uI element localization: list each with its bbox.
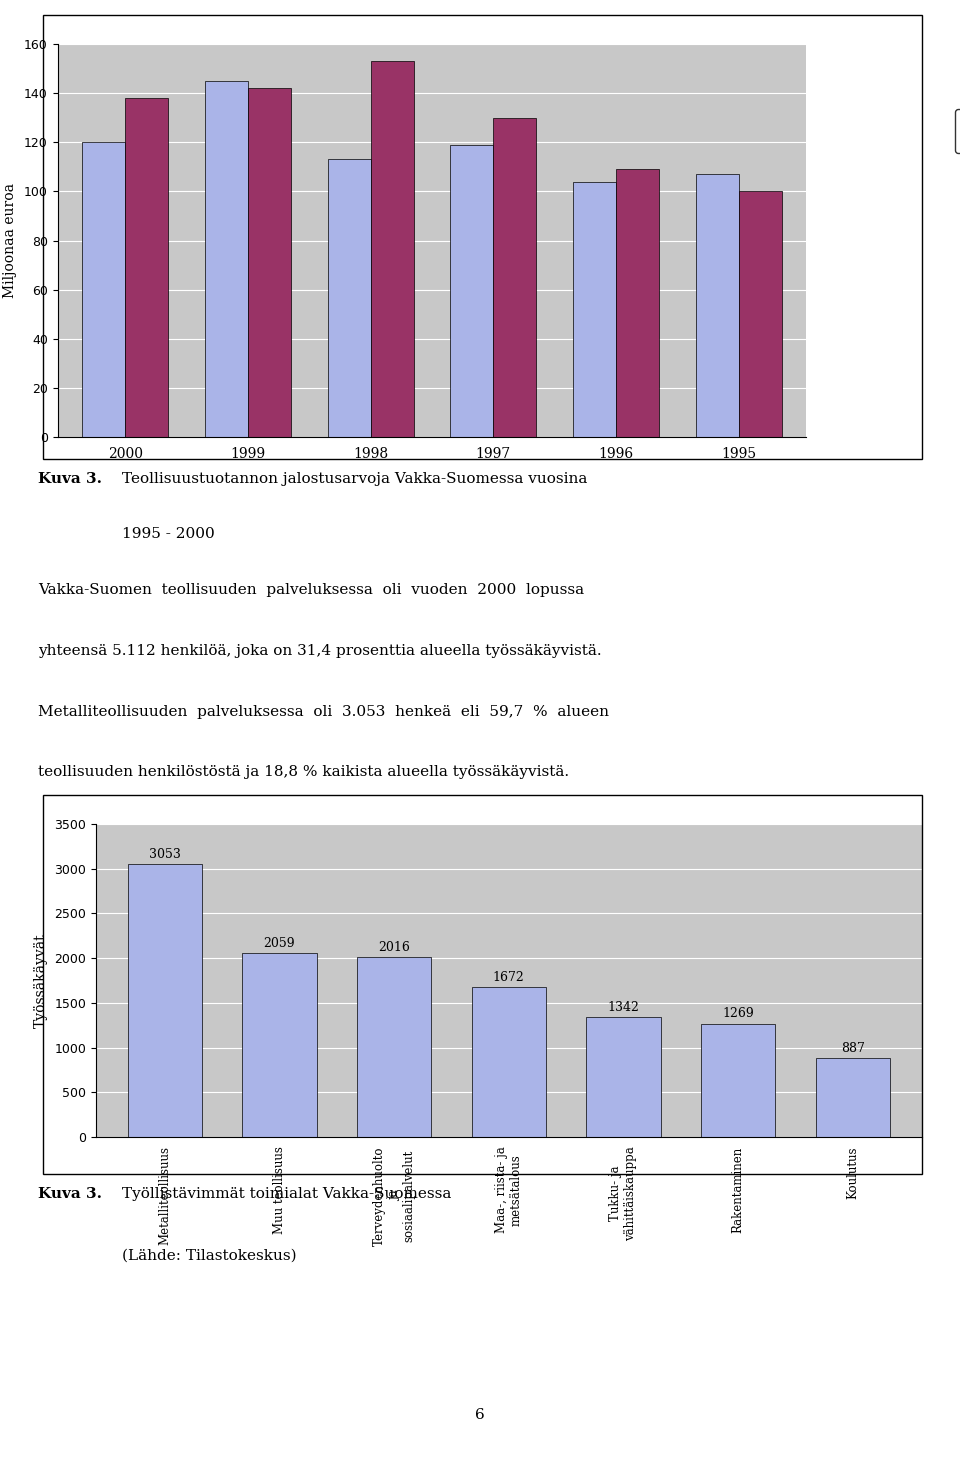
Text: (Lähde: Tilastokeskus): (Lähde: Tilastokeskus): [122, 1250, 297, 1263]
Text: 6: 6: [475, 1407, 485, 1422]
Legend: Muu teollisuus, Metalliteollisuu: Muu teollisuus, Metalliteollisuu: [955, 109, 960, 153]
Text: 1342: 1342: [608, 1000, 639, 1013]
Text: 3053: 3053: [149, 847, 180, 860]
Bar: [204, 80, 248, 437]
Bar: [739, 191, 781, 437]
Bar: [816, 1059, 890, 1137]
Text: Kuva 3.: Kuva 3.: [38, 1187, 103, 1201]
Bar: [125, 98, 168, 437]
Bar: [242, 954, 317, 1137]
Bar: [128, 863, 202, 1137]
Bar: [696, 174, 739, 437]
Text: Kuva 3.: Kuva 3.: [38, 472, 103, 486]
Text: Työllistävimmät toimialat Vakka-Suomessa: Työllistävimmät toimialat Vakka-Suomessa: [122, 1187, 451, 1201]
Text: 2059: 2059: [264, 936, 296, 949]
Bar: [83, 143, 125, 437]
Y-axis label: Työssäkäyvät: Työssäkäyvät: [34, 933, 47, 1028]
Bar: [357, 956, 431, 1137]
Bar: [701, 1024, 776, 1137]
Text: 1995 - 2000: 1995 - 2000: [122, 526, 215, 541]
Text: Metalliteollisuuden  palveluksessa  oli  3.053  henkeä  eli  59,7  %  alueen: Metalliteollisuuden palveluksessa oli 3.…: [38, 704, 610, 719]
Text: yhteensä 5.112 henkilöä, joka on 31,4 prosenttia alueella työssäkäyvistä.: yhteensä 5.112 henkilöä, joka on 31,4 pr…: [38, 644, 602, 658]
Bar: [371, 61, 414, 437]
Y-axis label: Miljoonaa euroa: Miljoonaa euroa: [3, 184, 17, 297]
Bar: [450, 144, 493, 437]
Text: 887: 887: [841, 1041, 865, 1054]
Bar: [587, 1018, 660, 1137]
Text: 1672: 1672: [492, 971, 525, 984]
Bar: [616, 169, 660, 437]
Bar: [493, 118, 537, 437]
Text: 1269: 1269: [722, 1007, 754, 1021]
Text: Teollisuustuotannon jalostusarvoja Vakka-Suomessa vuosina: Teollisuustuotannon jalostusarvoja Vakka…: [122, 472, 588, 486]
Text: teollisuuden henkilöstöstä ja 18,8 % kaikista alueella työssäkäyvistä.: teollisuuden henkilöstöstä ja 18,8 % kai…: [38, 765, 569, 779]
Bar: [327, 159, 371, 437]
Bar: [573, 182, 616, 437]
Text: 2016: 2016: [378, 940, 410, 954]
Bar: [248, 87, 291, 437]
Text: Vakka-Suomen  teollisuuden  palveluksessa  oli  vuoden  2000  lopussa: Vakka-Suomen teollisuuden palveluksessa …: [38, 583, 585, 598]
Bar: [471, 987, 546, 1137]
